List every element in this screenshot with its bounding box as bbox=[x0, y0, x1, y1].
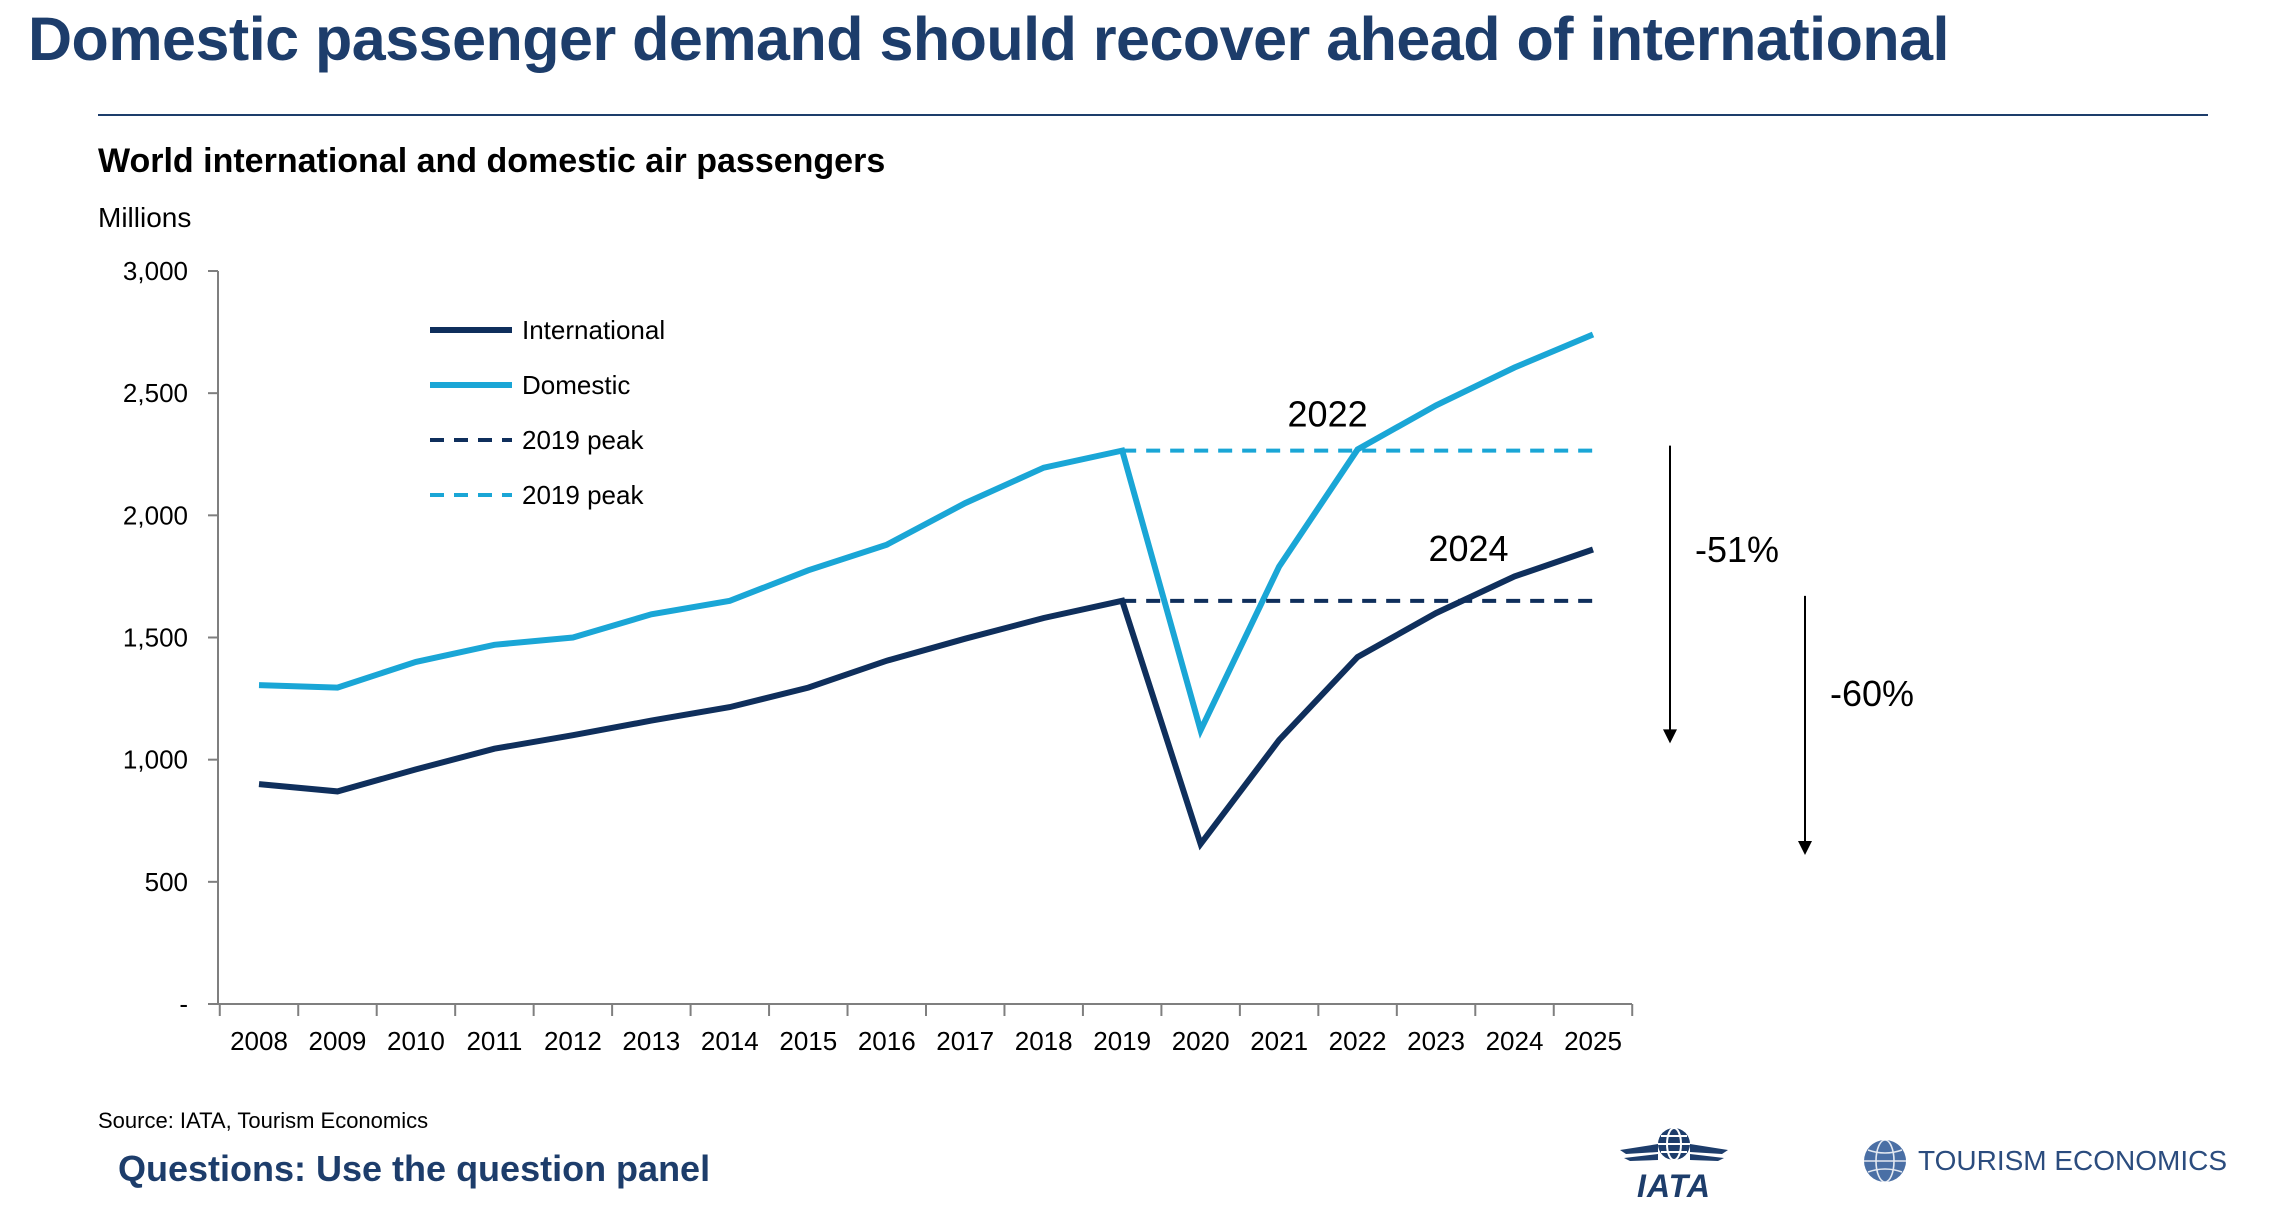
x-tick-label: 2008 bbox=[230, 1026, 288, 1056]
y-tick-label: 1,000 bbox=[123, 745, 188, 775]
annotation-domestic-drop: -51% bbox=[1695, 529, 1779, 570]
x-tick-label: 2013 bbox=[622, 1026, 680, 1056]
legend-label: Domestic bbox=[522, 370, 630, 400]
y-tick-label: 2,500 bbox=[123, 378, 188, 408]
iata-globe-icon bbox=[1620, 1127, 1728, 1161]
x-tick-label: 2017 bbox=[936, 1026, 994, 1056]
legend-label: 2019 peak bbox=[522, 425, 644, 455]
y-tick-label: 2,000 bbox=[123, 500, 188, 530]
tourism-economics-logo-text: TOURISM ECONOMICS bbox=[1918, 1145, 2228, 1176]
x-tick-label: 2010 bbox=[387, 1026, 445, 1056]
x-tick-label: 2023 bbox=[1407, 1026, 1465, 1056]
chart-title: World international and domestic air pas… bbox=[98, 142, 886, 180]
x-tick-label: 2015 bbox=[779, 1026, 837, 1056]
x-tick-label: 2011 bbox=[466, 1026, 522, 1056]
questions-note: Questions: Use the question panel bbox=[118, 1148, 711, 1189]
x-tick-label: 2025 bbox=[1564, 1026, 1622, 1056]
legend-label: International bbox=[522, 315, 665, 345]
x-tick-label: 2024 bbox=[1486, 1026, 1544, 1056]
annotation-international-recovery-year: 2024 bbox=[1428, 528, 1508, 569]
y-tick-label: 3,000 bbox=[123, 256, 188, 286]
domestic-drop-arrow-head bbox=[1663, 729, 1677, 744]
x-tick-label: 2014 bbox=[701, 1026, 759, 1056]
x-tick-label: 2020 bbox=[1172, 1026, 1230, 1056]
y-axis-unit-label: Millions bbox=[98, 202, 192, 233]
annotation-domestic-recovery-year: 2022 bbox=[1288, 394, 1368, 435]
tourism-economics-globe-icon bbox=[1864, 1139, 1906, 1183]
international-drop-arrow-head bbox=[1798, 840, 1812, 855]
legend-label: 2019 peak bbox=[522, 480, 644, 510]
x-tick-label: 2016 bbox=[858, 1026, 916, 1056]
title-divider bbox=[98, 114, 2208, 116]
iata-logo-text: IATA bbox=[1637, 1168, 1711, 1204]
slide-title: Domestic passenger demand should recover… bbox=[28, 5, 1950, 73]
x-tick-label: 2012 bbox=[544, 1026, 602, 1056]
y-tick-label: 1,500 bbox=[123, 623, 188, 653]
y-tick-label: - bbox=[179, 989, 188, 1019]
series-line-international bbox=[258, 546, 1594, 851]
series-line-domestic bbox=[258, 331, 1595, 739]
x-tick-label: 2009 bbox=[309, 1026, 367, 1056]
x-tick-label: 2021 bbox=[1250, 1026, 1308, 1056]
annotation-international-drop: -60% bbox=[1830, 673, 1914, 714]
x-tick-label: 2018 bbox=[1015, 1026, 1073, 1056]
x-tick-label: 2022 bbox=[1329, 1026, 1387, 1056]
x-tick-label: 2019 bbox=[1093, 1026, 1151, 1056]
source-note: Source: IATA, Tourism Economics bbox=[98, 1108, 429, 1133]
y-tick-label: 500 bbox=[145, 867, 188, 897]
